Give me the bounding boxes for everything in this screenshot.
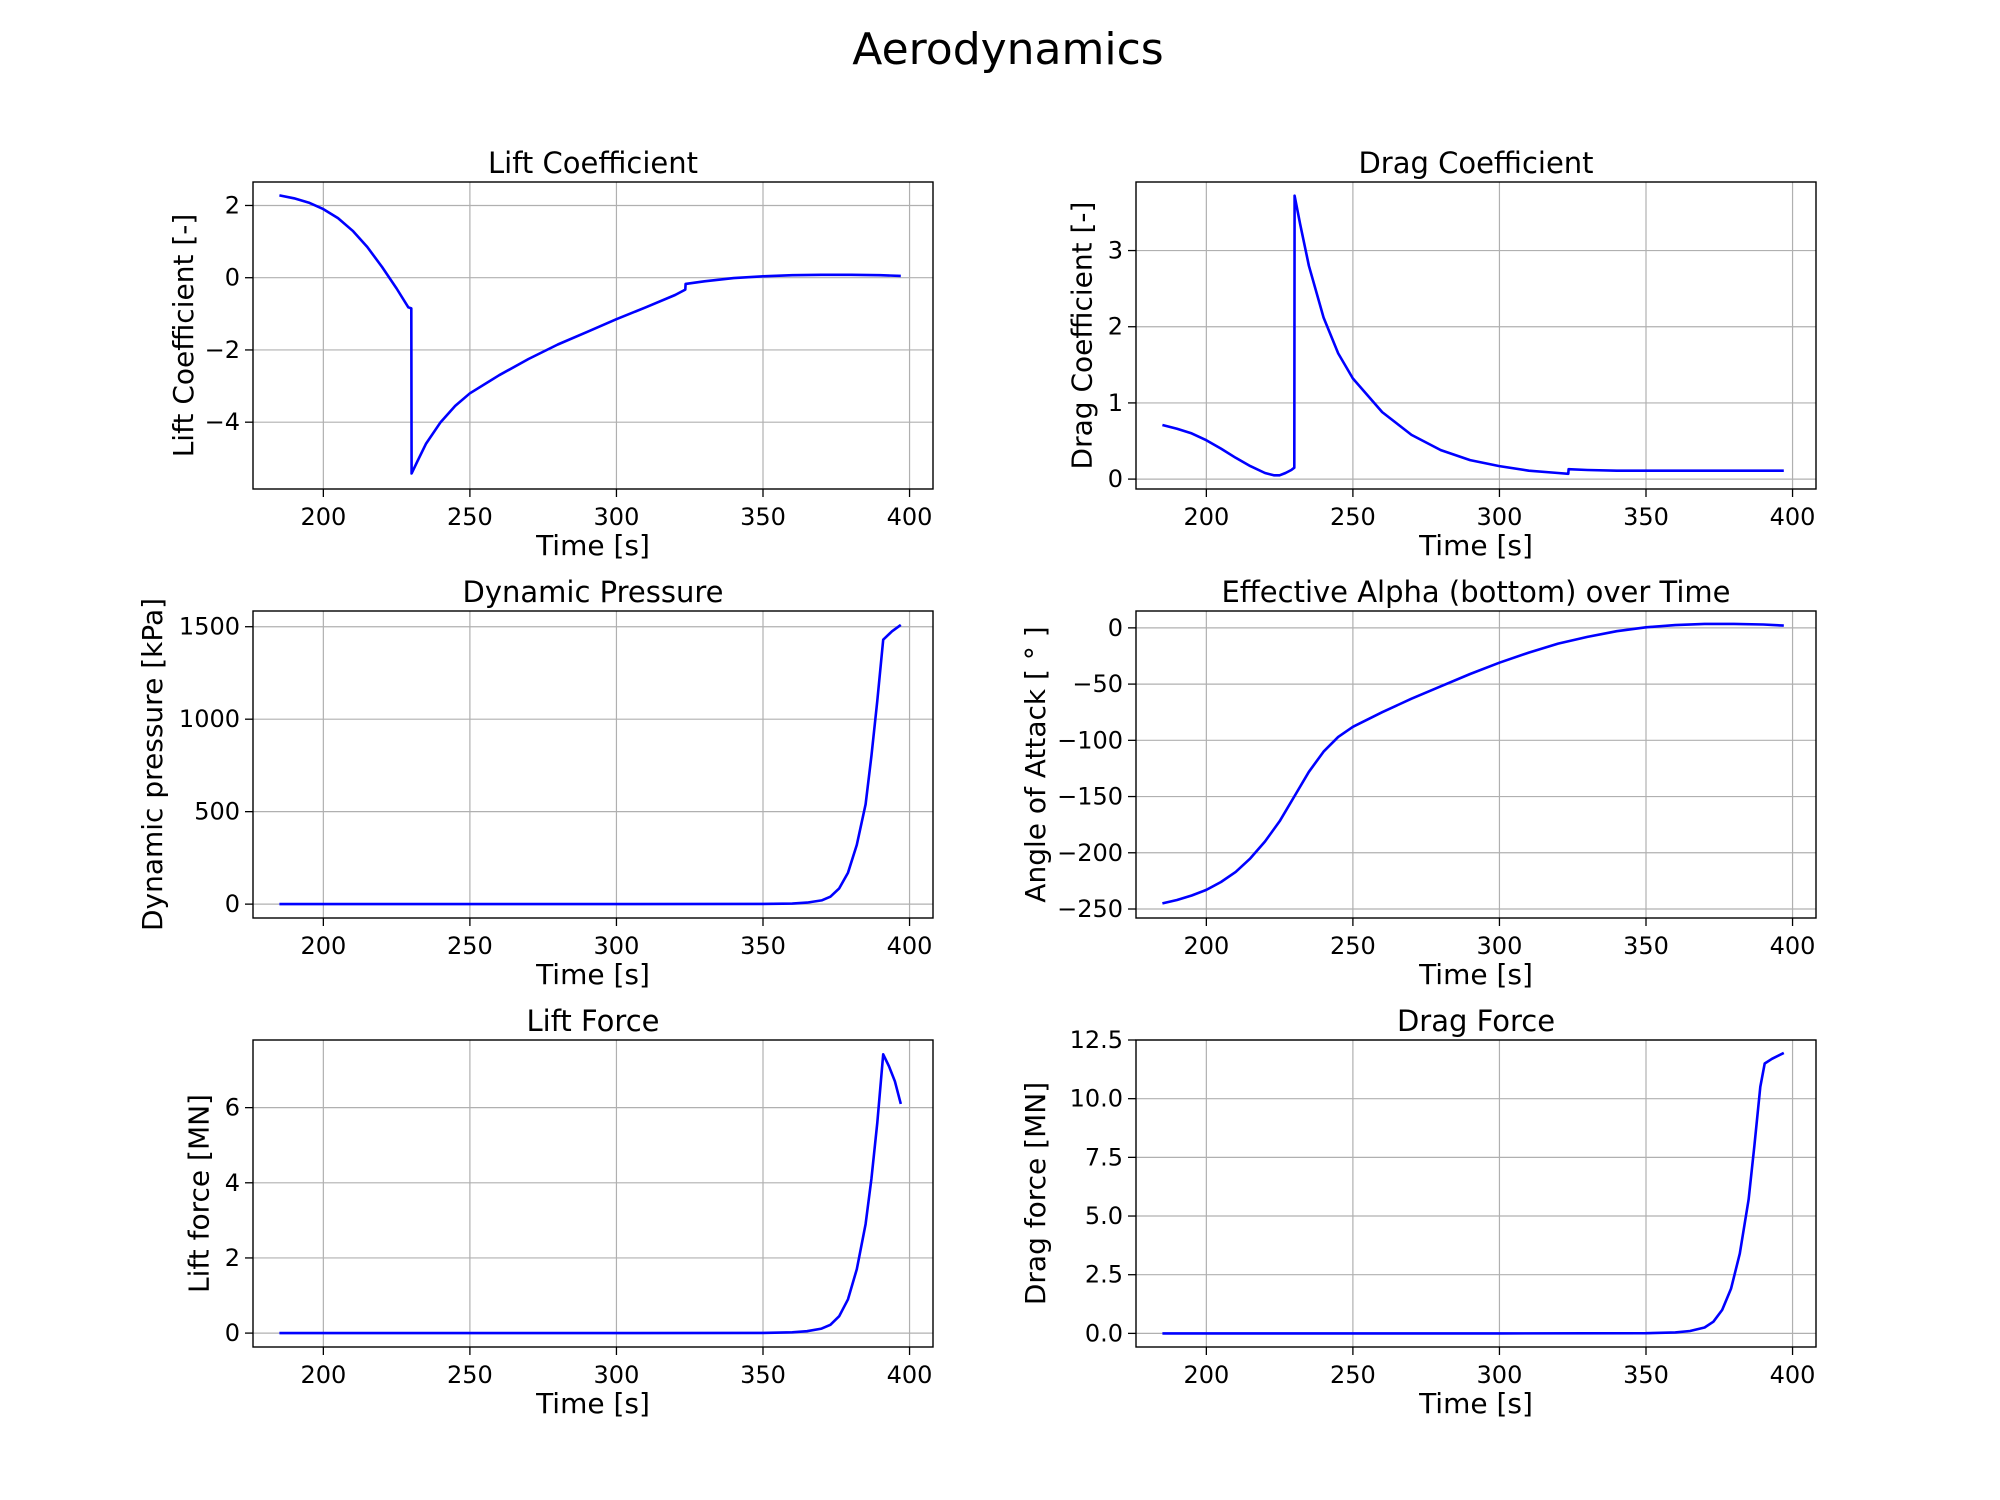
y-axis-label: Angle of Attack [ ° ] xyxy=(1019,626,1052,902)
axes-frame xyxy=(252,181,934,490)
x-tick-label: 200 xyxy=(1183,932,1229,960)
axes-frame xyxy=(1135,181,1817,490)
x-tick-label: 300 xyxy=(594,932,640,960)
x-tick-label: 350 xyxy=(740,932,786,960)
chart-title: Dynamic Pressure xyxy=(463,575,724,609)
x-axis-label: Time [s] xyxy=(1418,529,1533,562)
axes-frame xyxy=(1135,1039,1817,1348)
y-tick-label: 10.0 xyxy=(1070,1085,1123,1113)
x-tick-label: 350 xyxy=(1623,1361,1669,1389)
x-tick-label: 200 xyxy=(1183,1361,1229,1389)
x-tick-label: 250 xyxy=(1330,932,1376,960)
lift-coefficient-chart: 200 250 300 350 400 −4 −2 0 2 Lift Coefficient Tim… xyxy=(167,146,934,562)
x-tick-label: 300 xyxy=(1477,932,1523,960)
series-line xyxy=(1162,622,1784,905)
x-tick-label: 350 xyxy=(1623,932,1669,960)
y-tick-label: 6 xyxy=(225,1094,240,1122)
y-tick-label: 12.5 xyxy=(1070,1026,1123,1054)
y-tick-label: 2 xyxy=(225,1244,240,1272)
dynamic-pressure-chart: 200 250 300 350 400 0 500 1000 1500 Dynamic Press… xyxy=(136,575,934,991)
x-tick-label: 300 xyxy=(1477,503,1523,531)
chart-title: Drag Force xyxy=(1397,1004,1555,1038)
chart-title: Effective Alpha (bottom) over Time xyxy=(1221,575,1730,609)
x-axis-label: Time [s] xyxy=(1418,958,1533,991)
y-tick-label: 0 xyxy=(225,890,240,918)
y-axis-label: Lift force [MN] xyxy=(183,1094,216,1293)
x-tick-label: 350 xyxy=(740,503,786,531)
series-line xyxy=(279,1053,903,1335)
y-tick-label: −100 xyxy=(1057,726,1123,754)
x-tick-label: 400 xyxy=(1770,1361,1816,1389)
x-tick-label: 250 xyxy=(447,932,493,960)
axes-frame xyxy=(252,610,934,919)
y-tick-label: −200 xyxy=(1057,839,1123,867)
y-tick-label: 1000 xyxy=(179,705,240,733)
x-tick-label: 250 xyxy=(447,1361,493,1389)
x-tick-label: 350 xyxy=(740,1361,786,1389)
x-tick-label: 350 xyxy=(1623,503,1669,531)
x-tick-label: 400 xyxy=(887,1361,933,1389)
x-tick-label: 250 xyxy=(1330,503,1376,531)
x-tick-label: 300 xyxy=(594,503,640,531)
y-tick-label: 0 xyxy=(1108,614,1123,642)
y-tick-label: 5.0 xyxy=(1085,1202,1123,1230)
x-tick-label: 300 xyxy=(594,1361,640,1389)
y-tick-label: 500 xyxy=(194,798,240,826)
y-tick-label: 4 xyxy=(225,1169,240,1197)
series-line xyxy=(1162,194,1784,477)
x-tick-label: 200 xyxy=(300,932,346,960)
y-tick-label: 0 xyxy=(225,1319,240,1347)
y-tick-label: −250 xyxy=(1057,895,1123,923)
y-tick-label: −4 xyxy=(205,408,240,436)
series-line xyxy=(1162,1051,1785,1335)
effective-alpha-chart: 200 250 300 350 400 −250 −200 −150 −100 −50 0 Effec… xyxy=(1019,575,1817,991)
drag-coefficient-chart: 200 250 300 350 400 0 1 2 3 Drag Coefficient Time … xyxy=(1066,146,1817,562)
y-tick-label: 2 xyxy=(225,191,240,219)
x-axis-label: Time [s] xyxy=(535,1387,650,1420)
y-tick-label: 2.5 xyxy=(1085,1261,1123,1289)
y-tick-label: 1500 xyxy=(179,613,240,641)
axes-frame xyxy=(1135,610,1817,919)
x-tick-label: 200 xyxy=(300,503,346,531)
y-tick-label: 3 xyxy=(1108,237,1123,265)
x-tick-label: 400 xyxy=(887,503,933,531)
figure-title: Aerodynamics xyxy=(852,24,1163,75)
x-tick-label: 200 xyxy=(1183,503,1229,531)
y-axis-label: Drag force [MN] xyxy=(1019,1082,1052,1305)
axes-frame xyxy=(252,1039,934,1348)
x-axis-label: Time [s] xyxy=(1418,1387,1533,1420)
x-axis-label: Time [s] xyxy=(535,958,650,991)
drag-force-chart: 200 250 300 350 400 0.0 2.5 5.0 7.5 10.0 12.5 Drag … xyxy=(1019,1004,1817,1420)
y-tick-label: 0 xyxy=(1108,465,1123,493)
x-tick-label: 250 xyxy=(447,503,493,531)
series-line xyxy=(279,194,901,475)
chart-title: Lift Force xyxy=(527,1004,660,1038)
y-tick-label: 7.5 xyxy=(1085,1143,1123,1171)
y-tick-label: 0 xyxy=(225,264,240,292)
chart-title: Lift Coefficient xyxy=(488,146,698,180)
x-axis-label: Time [s] xyxy=(535,529,650,562)
lift-force-chart: 200 250 300 350 400 0 2 4 6 Lift Force Time [s] Lif… xyxy=(183,1004,934,1420)
x-tick-label: 400 xyxy=(1770,932,1816,960)
y-tick-label: 2 xyxy=(1108,313,1123,341)
y-tick-label: 1 xyxy=(1108,389,1123,417)
y-tick-label: 0.0 xyxy=(1085,1319,1123,1347)
chart-title: Drag Coefficient xyxy=(1358,146,1593,180)
y-axis-label: Drag Coefficient [-] xyxy=(1066,202,1099,470)
y-tick-label: −50 xyxy=(1072,670,1123,698)
y-axis-label: Lift Coefficient [-] xyxy=(167,214,200,458)
y-axis-label: Dynamic pressure [kPa] xyxy=(136,598,169,931)
x-tick-label: 400 xyxy=(1770,503,1816,531)
x-tick-label: 200 xyxy=(300,1361,346,1389)
x-tick-label: 400 xyxy=(887,932,933,960)
y-tick-label: −2 xyxy=(205,336,240,364)
x-tick-label: 250 xyxy=(1330,1361,1376,1389)
x-tick-label: 300 xyxy=(1477,1361,1523,1389)
series-line xyxy=(279,623,902,906)
y-tick-label: −150 xyxy=(1057,783,1123,811)
